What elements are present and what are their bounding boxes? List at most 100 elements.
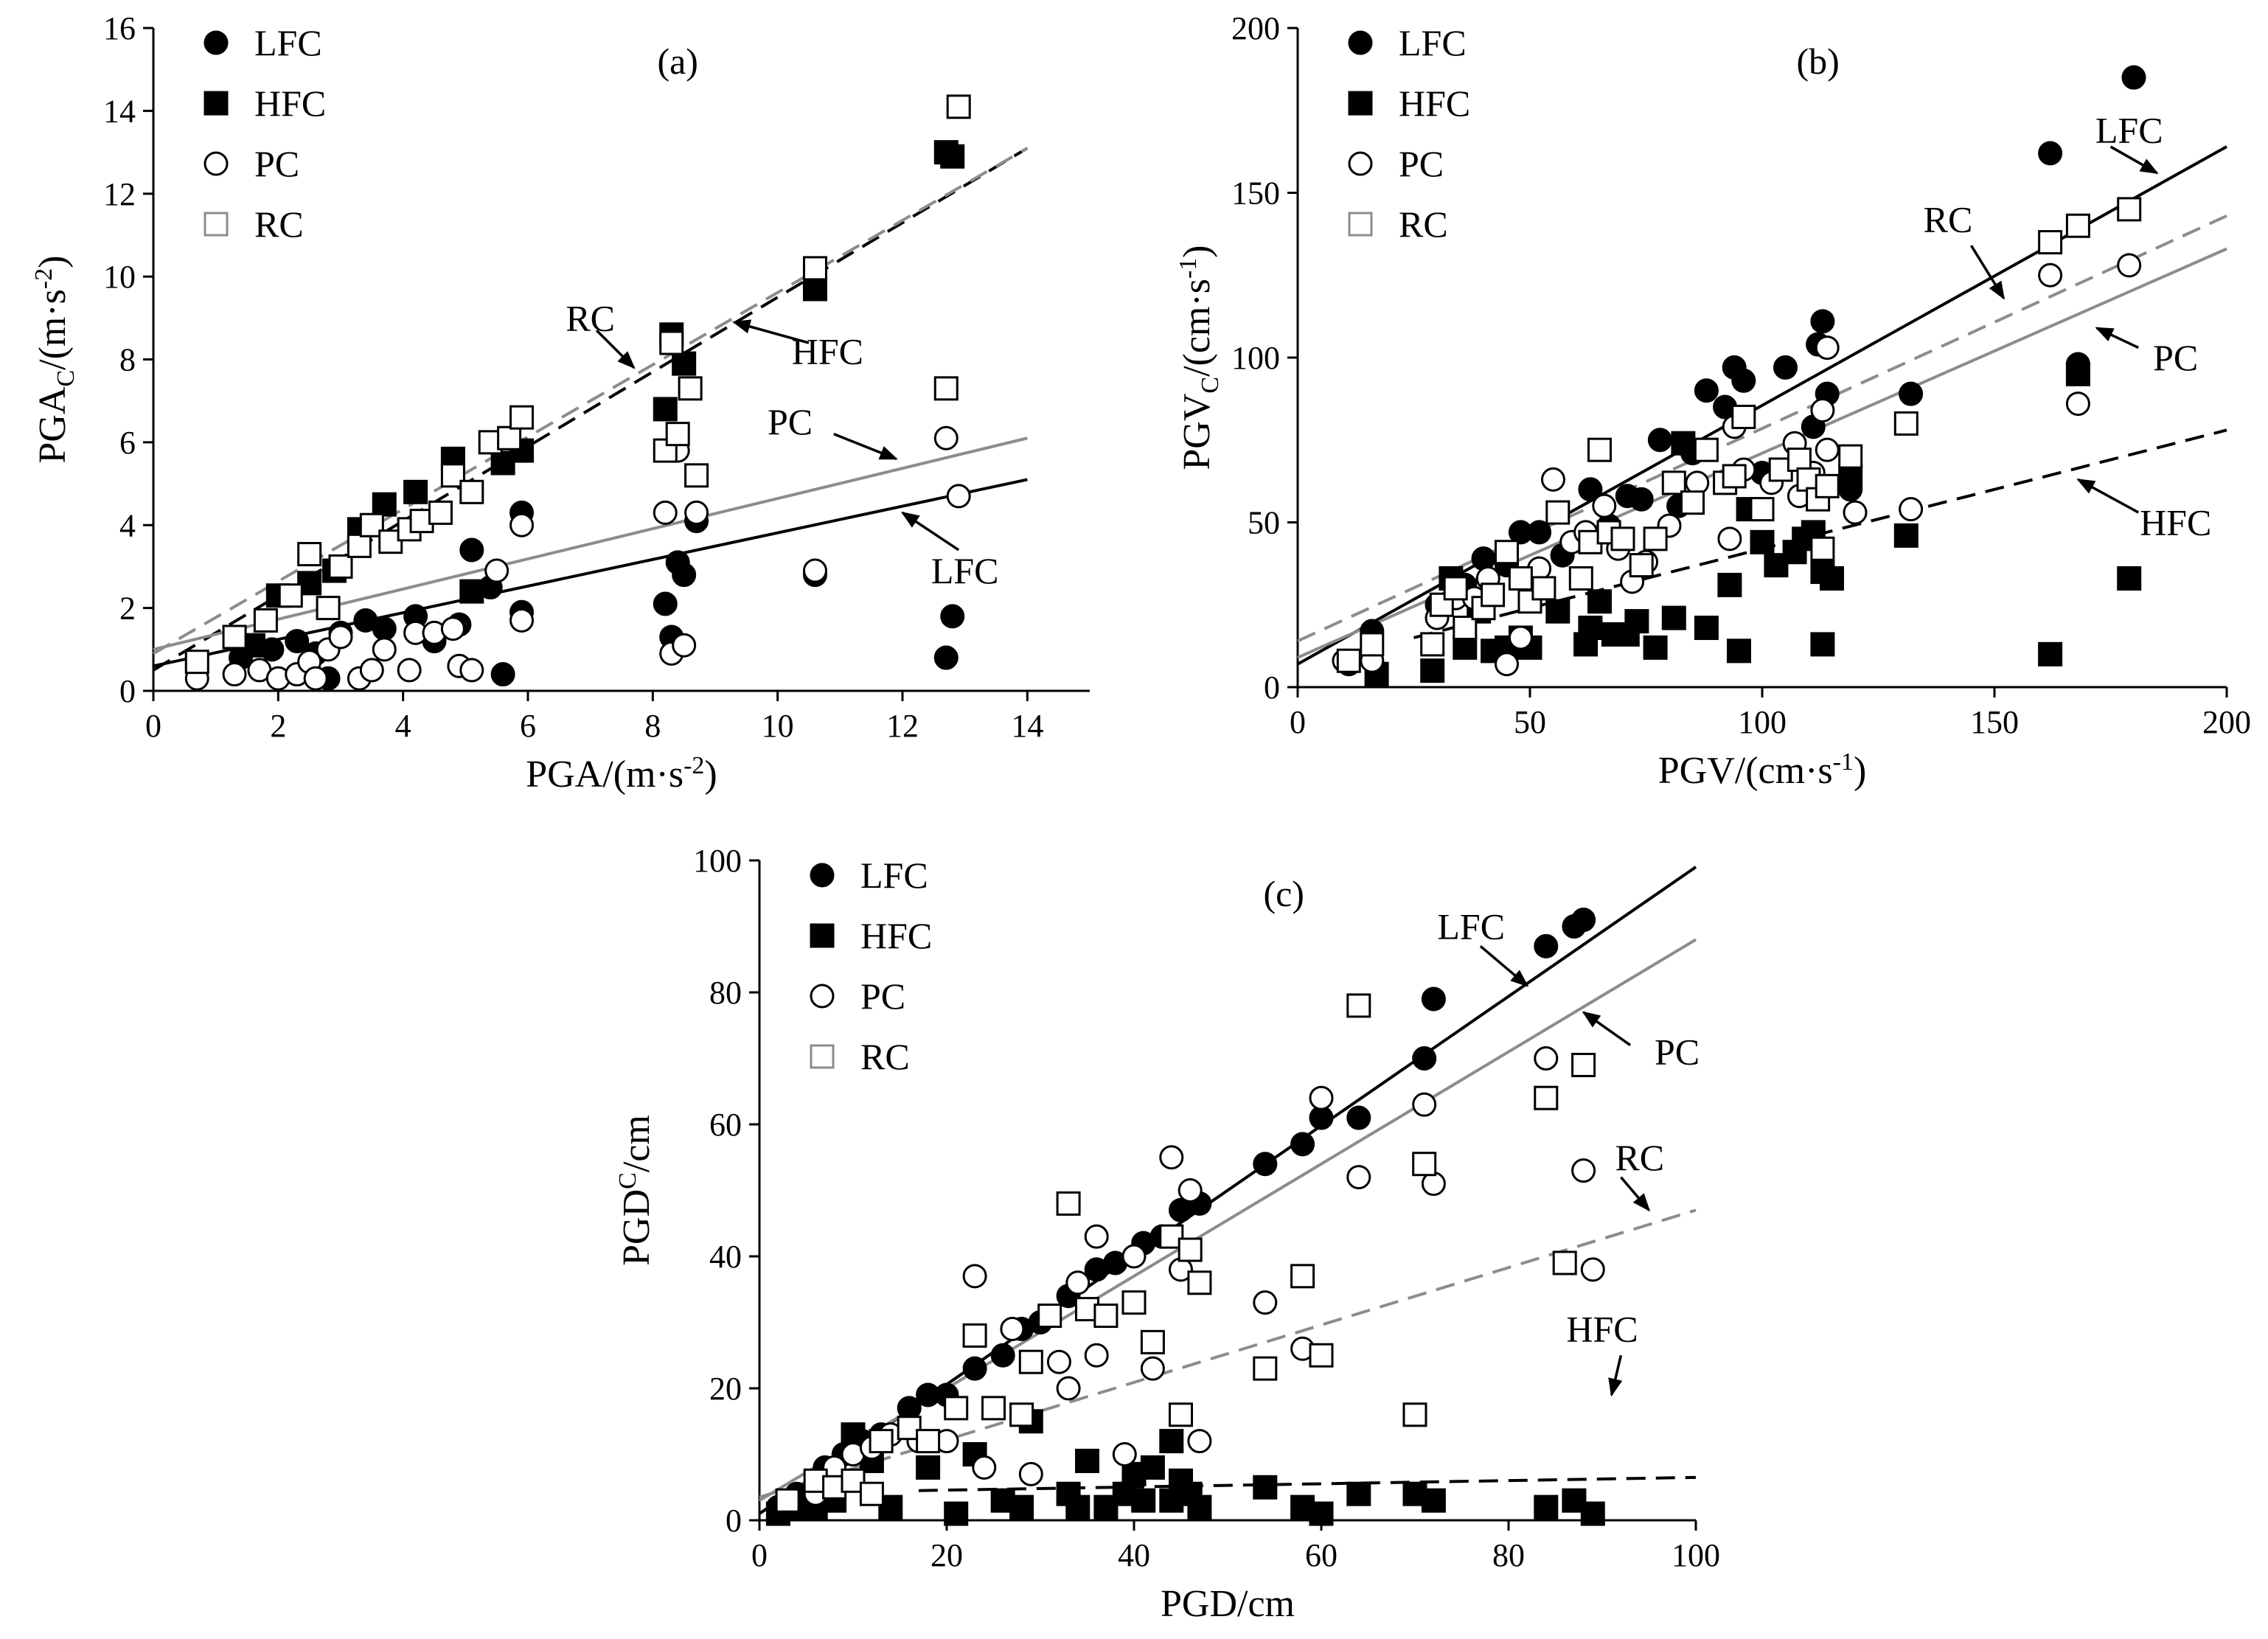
data-point-rc (1587, 437, 1612, 462)
data-point-hfc (1578, 616, 1603, 641)
legend-item-lfc: LFC (810, 855, 928, 896)
legend-label: RC (1399, 203, 1448, 245)
x-tick-label: 50 (1514, 704, 1546, 740)
annotation-arrow (2076, 478, 2140, 514)
legend-marker (810, 1044, 835, 1069)
data-point-pc (1000, 1316, 1025, 1341)
data-point-lfc (1810, 309, 1835, 334)
data-point-hfc (1545, 599, 1570, 624)
y-axis-title: PGAC/(m·s-2) (30, 255, 80, 463)
annotation-arrow (595, 329, 636, 369)
annotation-label: HFC (2140, 502, 2211, 543)
chart-panel-c: 0 20 40 60 80 100 0 20 40 60 80 100 PGD/cm PGDC/cm (c)… (614, 843, 1720, 1625)
data-point-pc (1580, 1257, 1605, 1282)
data-point-lfc (653, 591, 678, 616)
annotation-lfc: LFC (900, 511, 999, 591)
annotation-arrow (833, 433, 898, 460)
y-tick-label: 0 (1264, 669, 1280, 706)
data-point-pc (2117, 253, 2142, 278)
data-point-pc (972, 1455, 997, 1480)
data-point-hfc (2117, 566, 2142, 591)
annotation-label: LFC (1437, 906, 1505, 947)
data-point-lfc (1346, 1105, 1371, 1130)
data-point-rc (946, 94, 971, 119)
y-tick-label: 2 (119, 591, 136, 627)
legend-item-pc: PC (204, 143, 299, 184)
annotation-label: PC (2153, 337, 2198, 378)
annotation-arrow (732, 319, 810, 344)
y-tick-label: 80 (709, 975, 742, 1011)
data-point-pc (1084, 1224, 1109, 1249)
y-tick-label: 6 (119, 425, 136, 461)
data-point-pc (1815, 437, 1840, 462)
data-point-rc (1661, 470, 1686, 495)
x-tick-label: 40 (1118, 1537, 1150, 1573)
data-point-hfc (1643, 635, 1668, 660)
x-axis-title: PGA/(m·s-2) (526, 752, 717, 796)
fit-line-hfc (152, 147, 1029, 672)
data-point-pc (328, 624, 353, 650)
data-point-pc (1309, 1085, 1334, 1110)
data-point-hfc (1671, 431, 1696, 456)
data-point-rc (359, 512, 384, 537)
annotation-label: RC (1615, 1137, 1664, 1178)
data-point-pc (440, 616, 465, 641)
legend-marker (204, 151, 229, 176)
data-point-rc (1037, 1304, 1062, 1329)
data-point-hfc (1534, 1494, 1559, 1520)
data-point-rc (1643, 526, 1668, 551)
data-point-rc (1629, 553, 1654, 578)
data-point-pc (303, 666, 328, 691)
data-point-lfc (1773, 355, 1798, 380)
data-point-hfc (1587, 589, 1612, 614)
y-axis-title: PGDC/cm (614, 1115, 658, 1266)
annotation-arrow (1608, 1354, 1623, 1397)
data-point-hfc (1159, 1429, 1184, 1454)
series-rc (184, 94, 971, 675)
y-tick-label: 8 (119, 342, 136, 378)
data-point-rc (2065, 213, 2090, 238)
data-point-pc (672, 633, 697, 658)
legend-marker (1348, 151, 1373, 176)
data-point-hfc (1009, 1494, 1034, 1520)
data-point-rc (1336, 648, 1361, 673)
data-point-hfc (940, 144, 965, 169)
data-point-lfc (1421, 986, 1446, 1012)
panel-label: (a) (657, 41, 698, 82)
data-point-rc (1893, 411, 1919, 436)
data-point-lfc (940, 604, 965, 629)
data-point-hfc (1253, 1475, 1278, 1500)
x-tick-label: 100 (1672, 1537, 1720, 1573)
data-point-lfc (962, 1356, 987, 1381)
x-tick-label: 150 (1970, 704, 2019, 740)
data-point-rc (1253, 1356, 1278, 1381)
data-point-hfc (1717, 572, 1742, 597)
data-point-pc (1346, 1165, 1371, 1190)
x-axis-title: PGV/(cm·s-1) (1658, 748, 1867, 792)
data-point-rc (1545, 500, 1570, 525)
data-point-pc (397, 658, 422, 683)
data-point-rc (509, 405, 535, 430)
data-point-hfc (1421, 1488, 1446, 1513)
series-lfc (229, 500, 965, 691)
x-tick-label: 12 (886, 708, 919, 744)
y-tick-label: 200 (1231, 10, 1280, 46)
data-point-lfc (1629, 487, 1654, 512)
data-point-hfc (459, 579, 484, 604)
annotation-label: RC (566, 297, 615, 338)
data-point-pc (1018, 1461, 1043, 1486)
x-tick-label: 0 (751, 1537, 768, 1573)
data-point-rc (1121, 1290, 1147, 1315)
x-tick-label: 20 (930, 1537, 963, 1573)
data-point-lfc (933, 645, 959, 670)
y-tick-label: 12 (103, 176, 136, 212)
legend-marker (1348, 212, 1373, 237)
data-point-pc (1056, 1376, 1081, 1401)
annotation-pc: PC (1582, 1011, 1700, 1073)
y-tick-label: 50 (1248, 505, 1280, 541)
data-point-rc (1680, 490, 1705, 515)
x-tick-label: 4 (395, 708, 411, 744)
legend-label: RC (254, 203, 304, 245)
data-point-hfc (1309, 1501, 1334, 1526)
data-point-pc (2038, 262, 2063, 288)
